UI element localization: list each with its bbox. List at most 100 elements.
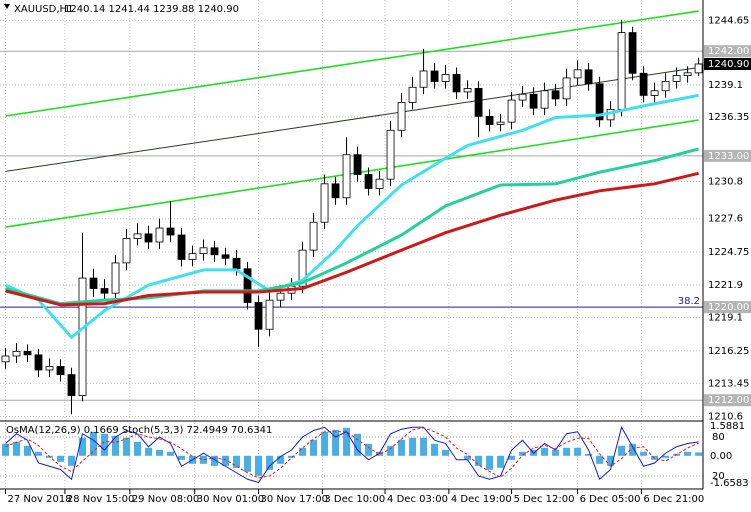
y-tick-label: 80 bbox=[712, 432, 725, 443]
osma-bar bbox=[90, 431, 98, 456]
candle-body bbox=[353, 154, 362, 175]
candle-body bbox=[144, 233, 153, 243]
candle-body bbox=[309, 221, 318, 251]
x-tick-label: 3 Dec 10:00 bbox=[324, 494, 385, 505]
osma-bar bbox=[365, 443, 373, 456]
candle-body bbox=[672, 75, 681, 82]
candle-body bbox=[628, 32, 637, 74]
level-label: 1220.00 bbox=[708, 302, 749, 313]
last-price-box bbox=[704, 57, 751, 70]
moving-average bbox=[5, 147, 699, 306]
osma-bar bbox=[387, 445, 395, 456]
stochastic-line bbox=[5, 425, 699, 484]
osma-bar bbox=[662, 455, 670, 458]
osma-bar bbox=[68, 455, 76, 466]
candle-body bbox=[463, 88, 472, 93]
level-label-box bbox=[704, 45, 751, 58]
candle-body bbox=[276, 292, 285, 301]
candle-body bbox=[551, 90, 560, 100]
y-tick-label: 1213.45 bbox=[708, 378, 749, 389]
osma-bar bbox=[420, 437, 428, 456]
candle-body bbox=[386, 129, 395, 180]
candle-body bbox=[562, 77, 571, 100]
candle-body bbox=[122, 238, 131, 264]
osma-bar bbox=[442, 449, 450, 456]
candle-body bbox=[331, 183, 340, 199]
osma-bar bbox=[112, 435, 120, 456]
osma-bar bbox=[332, 429, 340, 456]
candle-body bbox=[78, 277, 87, 396]
osma-bar bbox=[288, 455, 296, 458]
osma-bar bbox=[519, 451, 527, 456]
candle-body bbox=[617, 32, 626, 110]
x-tick-label: 30 Nov 17:00 bbox=[261, 494, 328, 505]
x-tick-label: 27 Nov 2018 bbox=[8, 494, 72, 505]
osma-bar bbox=[475, 455, 483, 466]
osma-bar bbox=[343, 427, 351, 456]
candle-body bbox=[254, 302, 263, 330]
candle-body bbox=[474, 88, 483, 117]
osma-bar bbox=[24, 445, 32, 456]
osma-bar bbox=[13, 441, 21, 456]
candle-body bbox=[661, 81, 670, 92]
candle-body bbox=[177, 234, 186, 260]
candle-body bbox=[1, 355, 10, 363]
candle-body bbox=[133, 233, 142, 239]
y-tick-label: 1219.1 bbox=[708, 313, 743, 324]
candle-body bbox=[12, 350, 21, 357]
candle-body bbox=[320, 183, 329, 223]
candle-body bbox=[452, 74, 461, 93]
y-tick-label: 1210.6 bbox=[708, 412, 743, 423]
candle-body bbox=[210, 247, 219, 256]
osma-bar bbox=[123, 437, 131, 456]
ohlc-header: 1240.14 1241.44 1239.88 1240.90 bbox=[64, 4, 239, 15]
last-price-label: 1240.90 bbox=[708, 59, 749, 70]
y2-tick-label: 1.5881 bbox=[710, 421, 745, 432]
level-label: 1233.00 bbox=[708, 151, 749, 162]
osma-bar bbox=[2, 443, 10, 456]
candle-body bbox=[496, 121, 505, 125]
osma-bar bbox=[508, 455, 516, 460]
candle-body bbox=[507, 99, 516, 123]
osma-bar bbox=[354, 433, 362, 456]
candle-body bbox=[111, 262, 120, 294]
osma-bar bbox=[321, 431, 329, 456]
osma-bar bbox=[145, 447, 153, 456]
x-tick-label: 29 Nov 08:00 bbox=[132, 494, 199, 505]
stochastic-line bbox=[5, 427, 699, 479]
candle-body bbox=[650, 90, 659, 96]
osma-bar bbox=[464, 455, 472, 460]
candle-body bbox=[683, 72, 692, 77]
osma-bar bbox=[277, 455, 285, 464]
level-label-box bbox=[704, 301, 751, 314]
candle-body bbox=[342, 154, 351, 199]
y-tick-label: 1244.65 bbox=[708, 15, 749, 26]
y-tick-label: 1227.6 bbox=[708, 214, 743, 225]
y2-tick-label: 0.00 bbox=[710, 451, 732, 462]
osma-bar bbox=[200, 455, 208, 464]
candle-body bbox=[485, 115, 494, 125]
candle-body bbox=[694, 63, 703, 74]
candle-body bbox=[243, 268, 252, 303]
osma-bar bbox=[255, 455, 263, 476]
osma-bar bbox=[497, 455, 505, 468]
candle-body bbox=[540, 90, 549, 109]
osma-bar bbox=[629, 443, 637, 456]
osma-bar bbox=[563, 447, 571, 456]
candle-body bbox=[188, 253, 197, 260]
x-tick-label: 6 Dec 05:00 bbox=[580, 494, 641, 505]
candle-body bbox=[430, 70, 439, 82]
candle-body bbox=[23, 350, 32, 356]
osma-bar bbox=[178, 455, 186, 460]
candle-body bbox=[199, 247, 208, 255]
candle-body bbox=[67, 374, 76, 396]
candle-body bbox=[441, 74, 450, 82]
trendline bbox=[5, 10, 699, 117]
y-tick-label: 1224.75 bbox=[708, 247, 749, 258]
osma-bar bbox=[607, 455, 615, 466]
candle-body bbox=[397, 101, 406, 131]
candle-body bbox=[34, 354, 43, 371]
candle-body bbox=[573, 69, 582, 79]
candle-body bbox=[45, 366, 54, 371]
